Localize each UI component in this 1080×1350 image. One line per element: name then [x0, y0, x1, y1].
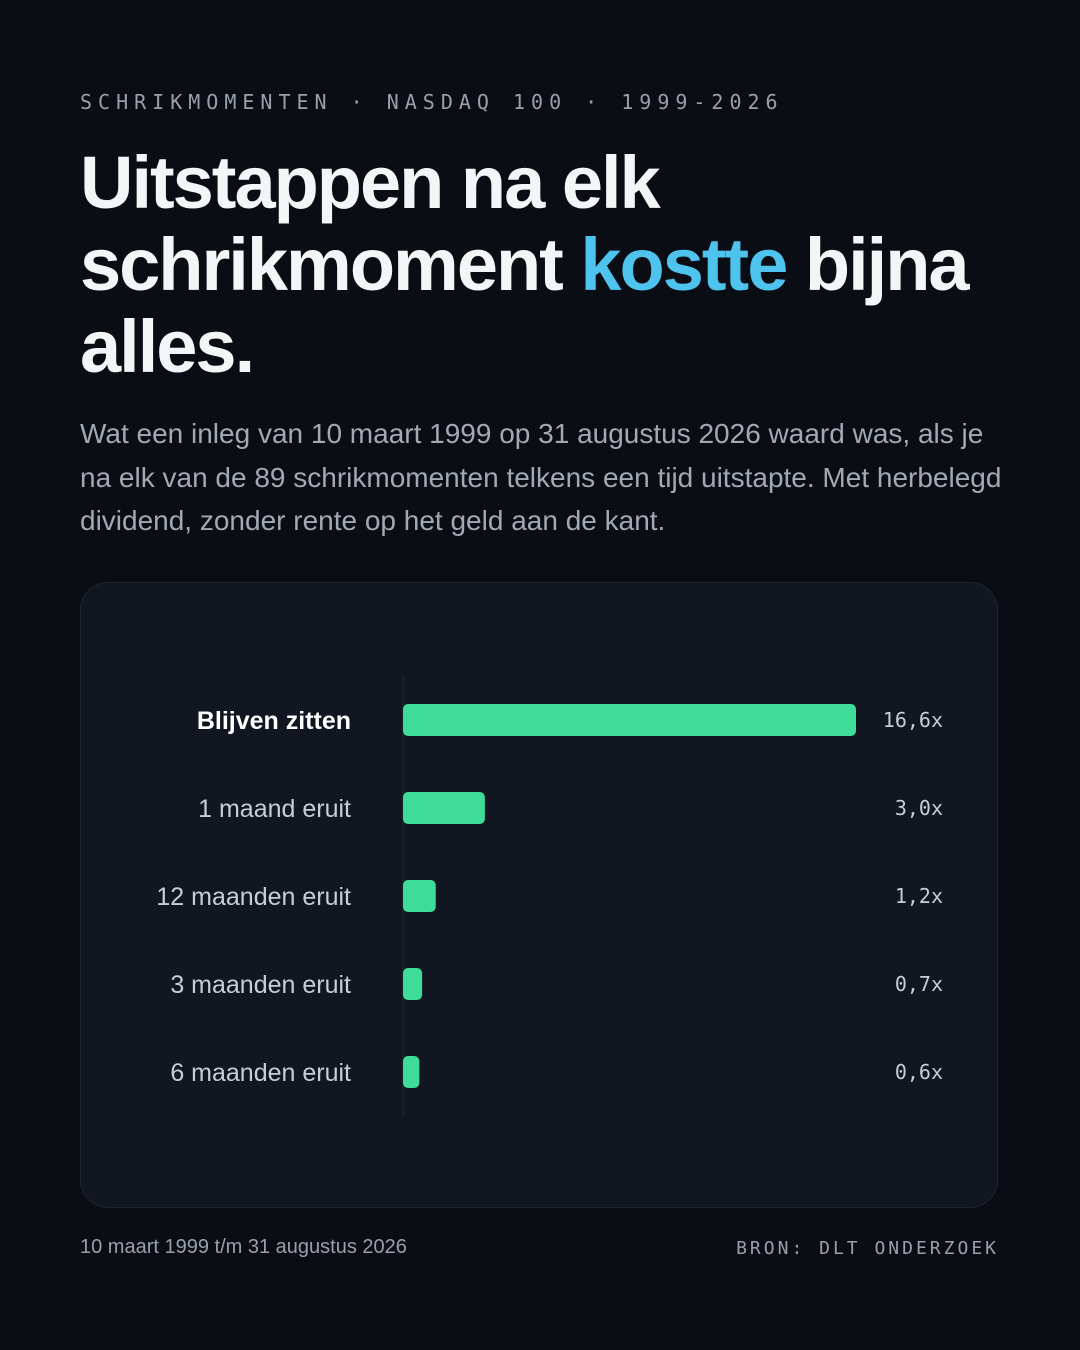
category-label: 3 maanden eruit: [170, 971, 351, 999]
value-label: 1,2x: [895, 884, 943, 908]
bar: [403, 880, 436, 912]
bar-chart: Blijven zitten 16,6x 1 maand eruit 3,0x 12 m…: [156, 675, 943, 1117]
value-label: 3,0x: [895, 796, 943, 820]
footer-source: BRON: DLT ONDERZOEK: [736, 1238, 999, 1259]
headline-accent: kostte: [580, 223, 788, 306]
headline: Uitstappen na elk schrikmoment kostte bi…: [80, 142, 1020, 388]
value-label: 0,6x: [895, 1060, 943, 1084]
bar: [403, 704, 856, 736]
value-label: 0,7x: [895, 972, 943, 996]
value-label: 16,6x: [883, 708, 943, 732]
bar: [403, 968, 423, 1000]
headline-part-2: bijna alles.: [80, 223, 970, 388]
eyebrow: SCHRIKMOMENTEN · NASDAQ 100 · 1999-2026: [80, 90, 784, 114]
category-label: 1 maand eruit: [198, 795, 351, 823]
footer-period: 10 maart 1999 t/m 31 augustus 2026: [80, 1236, 407, 1258]
category-label: 12 maanden eruit: [156, 883, 351, 911]
headline-part-1: Uitstappen na elk schrikmoment: [80, 141, 661, 306]
category-label: 6 maanden eruit: [170, 1059, 351, 1087]
bar: [403, 792, 485, 824]
subtitle: Wat een inleg van 10 maart 1999 op 31 au…: [80, 418, 1002, 536]
chart-card: Blijven zitten 16,6x 1 maand eruit 3,0x 12 m…: [80, 582, 998, 1208]
bar: [403, 1056, 420, 1088]
category-label: Blijven zitten: [197, 707, 351, 735]
